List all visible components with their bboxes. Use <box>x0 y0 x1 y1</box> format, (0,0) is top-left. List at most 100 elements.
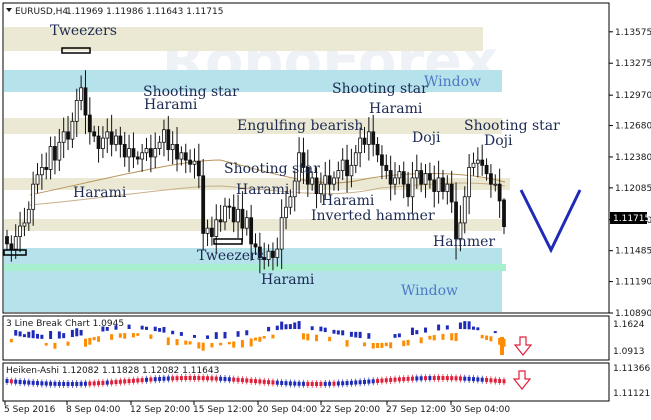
candle-body <box>401 171 406 185</box>
line-break-bar <box>493 331 497 334</box>
line-break-bar <box>445 325 449 330</box>
candle-body <box>188 159 193 165</box>
candle-body <box>201 175 206 234</box>
line-break-bar <box>467 321 471 330</box>
line-break-bar <box>262 336 266 339</box>
tweezers-bottom-marker <box>213 238 243 245</box>
zone-bottom-green <box>4 264 506 271</box>
candle-body <box>35 174 40 185</box>
line-break-bar <box>192 334 196 338</box>
line-break-bar <box>293 322 297 330</box>
line-break-bar <box>18 331 22 337</box>
candle-body <box>9 243 14 250</box>
current-price-box <box>610 212 647 224</box>
line-break-bar <box>485 335 489 340</box>
pattern-label-window-top: Window <box>424 74 481 90</box>
price-tick-label: 1.12380 <box>615 153 651 163</box>
candle-body <box>135 156 140 160</box>
candle-body <box>462 196 467 224</box>
candle-body <box>227 205 232 208</box>
line-break-bar <box>175 339 179 346</box>
line-break-bar <box>380 342 384 348</box>
candle-body <box>266 250 271 260</box>
line-break-bar <box>498 337 502 345</box>
candle-body <box>480 159 485 166</box>
indicator1-tick-bottom: 1.0913 <box>613 347 645 357</box>
line-break-bar <box>428 335 432 340</box>
pattern-label-harami-4: Harami <box>236 182 290 198</box>
line-break-bar <box>197 342 201 349</box>
time-tick-label: 27 Sep 12:00 <box>386 405 446 415</box>
pattern-label-harami-6: Harami <box>261 272 315 288</box>
candle-body <box>179 152 184 160</box>
candle-body <box>336 170 341 179</box>
line-break-bar <box>149 334 153 339</box>
candle-body <box>253 243 258 248</box>
line-break-bar <box>101 326 105 332</box>
line-break-bar <box>145 326 149 330</box>
candle-body <box>318 183 323 195</box>
line-break-bar <box>179 332 183 336</box>
indicator1-tick-top: 1.1624 <box>613 320 645 330</box>
candle-body <box>196 160 201 177</box>
line-break-bar <box>328 336 332 342</box>
line-break-bar <box>284 324 288 330</box>
candle-body <box>380 154 384 166</box>
line-break-bar <box>27 331 31 338</box>
line-break-bar <box>406 339 410 346</box>
candle-body <box>122 143 127 158</box>
line-break-bar <box>489 336 493 342</box>
time-tick-label: 12 Sep 20:00 <box>130 405 190 415</box>
line-break-bar <box>319 326 323 332</box>
line-break-bar <box>110 334 114 340</box>
candle-body <box>153 148 158 158</box>
line-break-bar <box>280 321 284 330</box>
line-break-bar <box>136 333 140 336</box>
line-break-bar <box>232 341 236 348</box>
line-break-bar <box>114 325 118 330</box>
candle-body <box>79 87 84 101</box>
candle-body <box>310 177 315 185</box>
candle-body <box>497 183 502 202</box>
line-break-bar <box>236 331 240 337</box>
candle-body <box>5 236 9 245</box>
line-break-bar <box>389 342 393 349</box>
candle-body <box>388 170 393 185</box>
line-break-bar <box>31 330 35 339</box>
line-break-bar <box>40 334 44 339</box>
candle-body <box>83 87 88 116</box>
candle-body <box>449 183 454 203</box>
pattern-label-tweezers-top: Tweezers <box>50 23 117 39</box>
candle-body <box>214 219 219 237</box>
candle-body <box>288 196 293 208</box>
heiken-ashi-series <box>5 374 506 388</box>
candle-body <box>162 129 166 143</box>
line-break-bar <box>97 336 101 342</box>
candle-body <box>105 131 110 139</box>
line-break-bar <box>83 338 87 347</box>
candle-body <box>445 183 450 192</box>
line-break-bar <box>92 337 96 341</box>
candle-body <box>489 173 493 185</box>
candle-body <box>423 173 428 185</box>
time-tick-label: 8 Sep 04:00 <box>66 405 121 415</box>
line-break-bar <box>480 334 484 339</box>
candle-body <box>192 160 197 165</box>
line-break-bar <box>206 335 210 339</box>
line-break-bar <box>297 321 301 330</box>
symbol-triangle-icon <box>6 8 12 12</box>
candle-body <box>218 219 223 223</box>
line-break-bar <box>306 333 310 341</box>
zone-engulfing <box>4 118 502 134</box>
line-break-bar <box>332 329 336 334</box>
price-tick-label: 1.12085 <box>615 184 651 194</box>
line-break-bar <box>310 326 314 331</box>
candle-body <box>454 201 458 240</box>
line-break-bar <box>402 340 406 347</box>
candle-body <box>13 236 18 250</box>
line-break-bar <box>57 331 61 339</box>
pattern-label-doji-1: Doji <box>412 130 441 146</box>
candle-body <box>57 141 62 161</box>
line-break-bar <box>127 324 131 330</box>
pattern-label-shooting-star-2: Shooting star <box>332 81 428 97</box>
